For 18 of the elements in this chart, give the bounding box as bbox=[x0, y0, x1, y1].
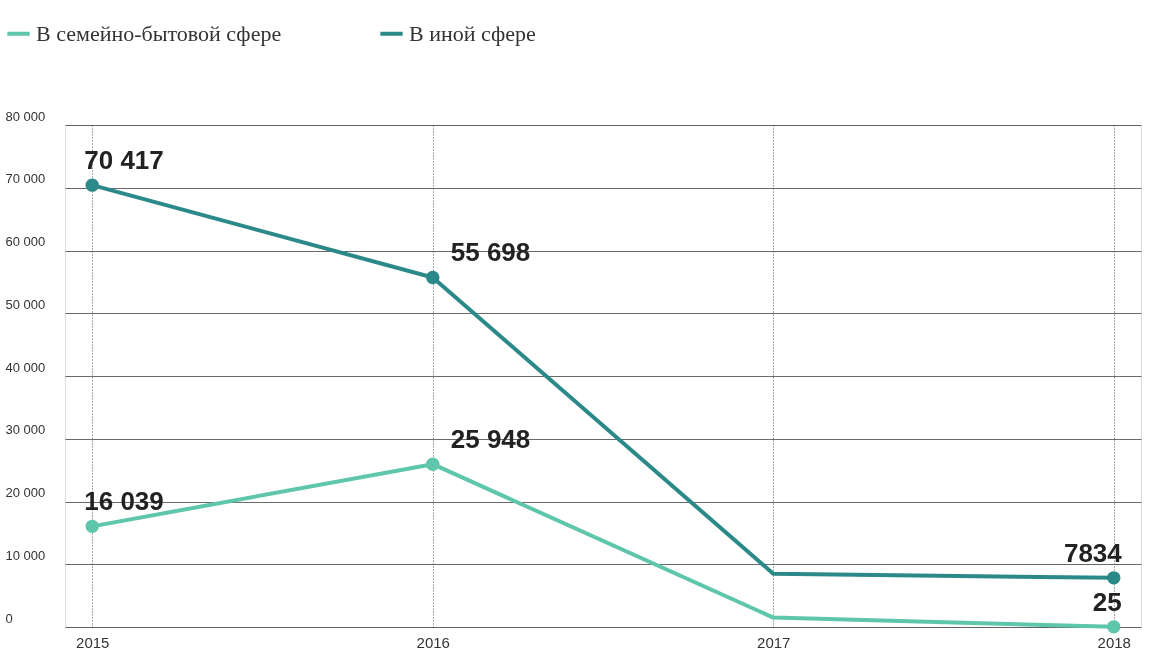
y-tick-label: 70 000 bbox=[5, 171, 46, 187]
legend-label: В семейно-бытовой сфере bbox=[36, 20, 282, 46]
y-tick-label: 40 000 bbox=[5, 359, 46, 375]
y-tick-label: 30 000 bbox=[5, 422, 46, 438]
x-tick-label: 2015 bbox=[76, 633, 110, 651]
data-label: 25 bbox=[1092, 586, 1122, 617]
y-tick-label: 50 000 bbox=[5, 296, 46, 312]
x-tick-label: 2018 bbox=[1097, 633, 1131, 651]
data-label: 70 417 bbox=[84, 145, 164, 176]
y-tick-label: 60 000 bbox=[5, 234, 46, 249]
y-tick-label: 20 000 bbox=[5, 485, 46, 500]
data-label: 7834 bbox=[1063, 537, 1123, 568]
y-tick-label: 80 000 bbox=[5, 108, 46, 124]
y-tick-label: 10 000 bbox=[5, 547, 46, 563]
x-tick-label: 2016 bbox=[416, 633, 450, 651]
x-tick-label: 2017 bbox=[757, 633, 791, 651]
legend-label: В иной сфере bbox=[409, 20, 536, 46]
y-tick-label: 0 bbox=[5, 610, 13, 626]
